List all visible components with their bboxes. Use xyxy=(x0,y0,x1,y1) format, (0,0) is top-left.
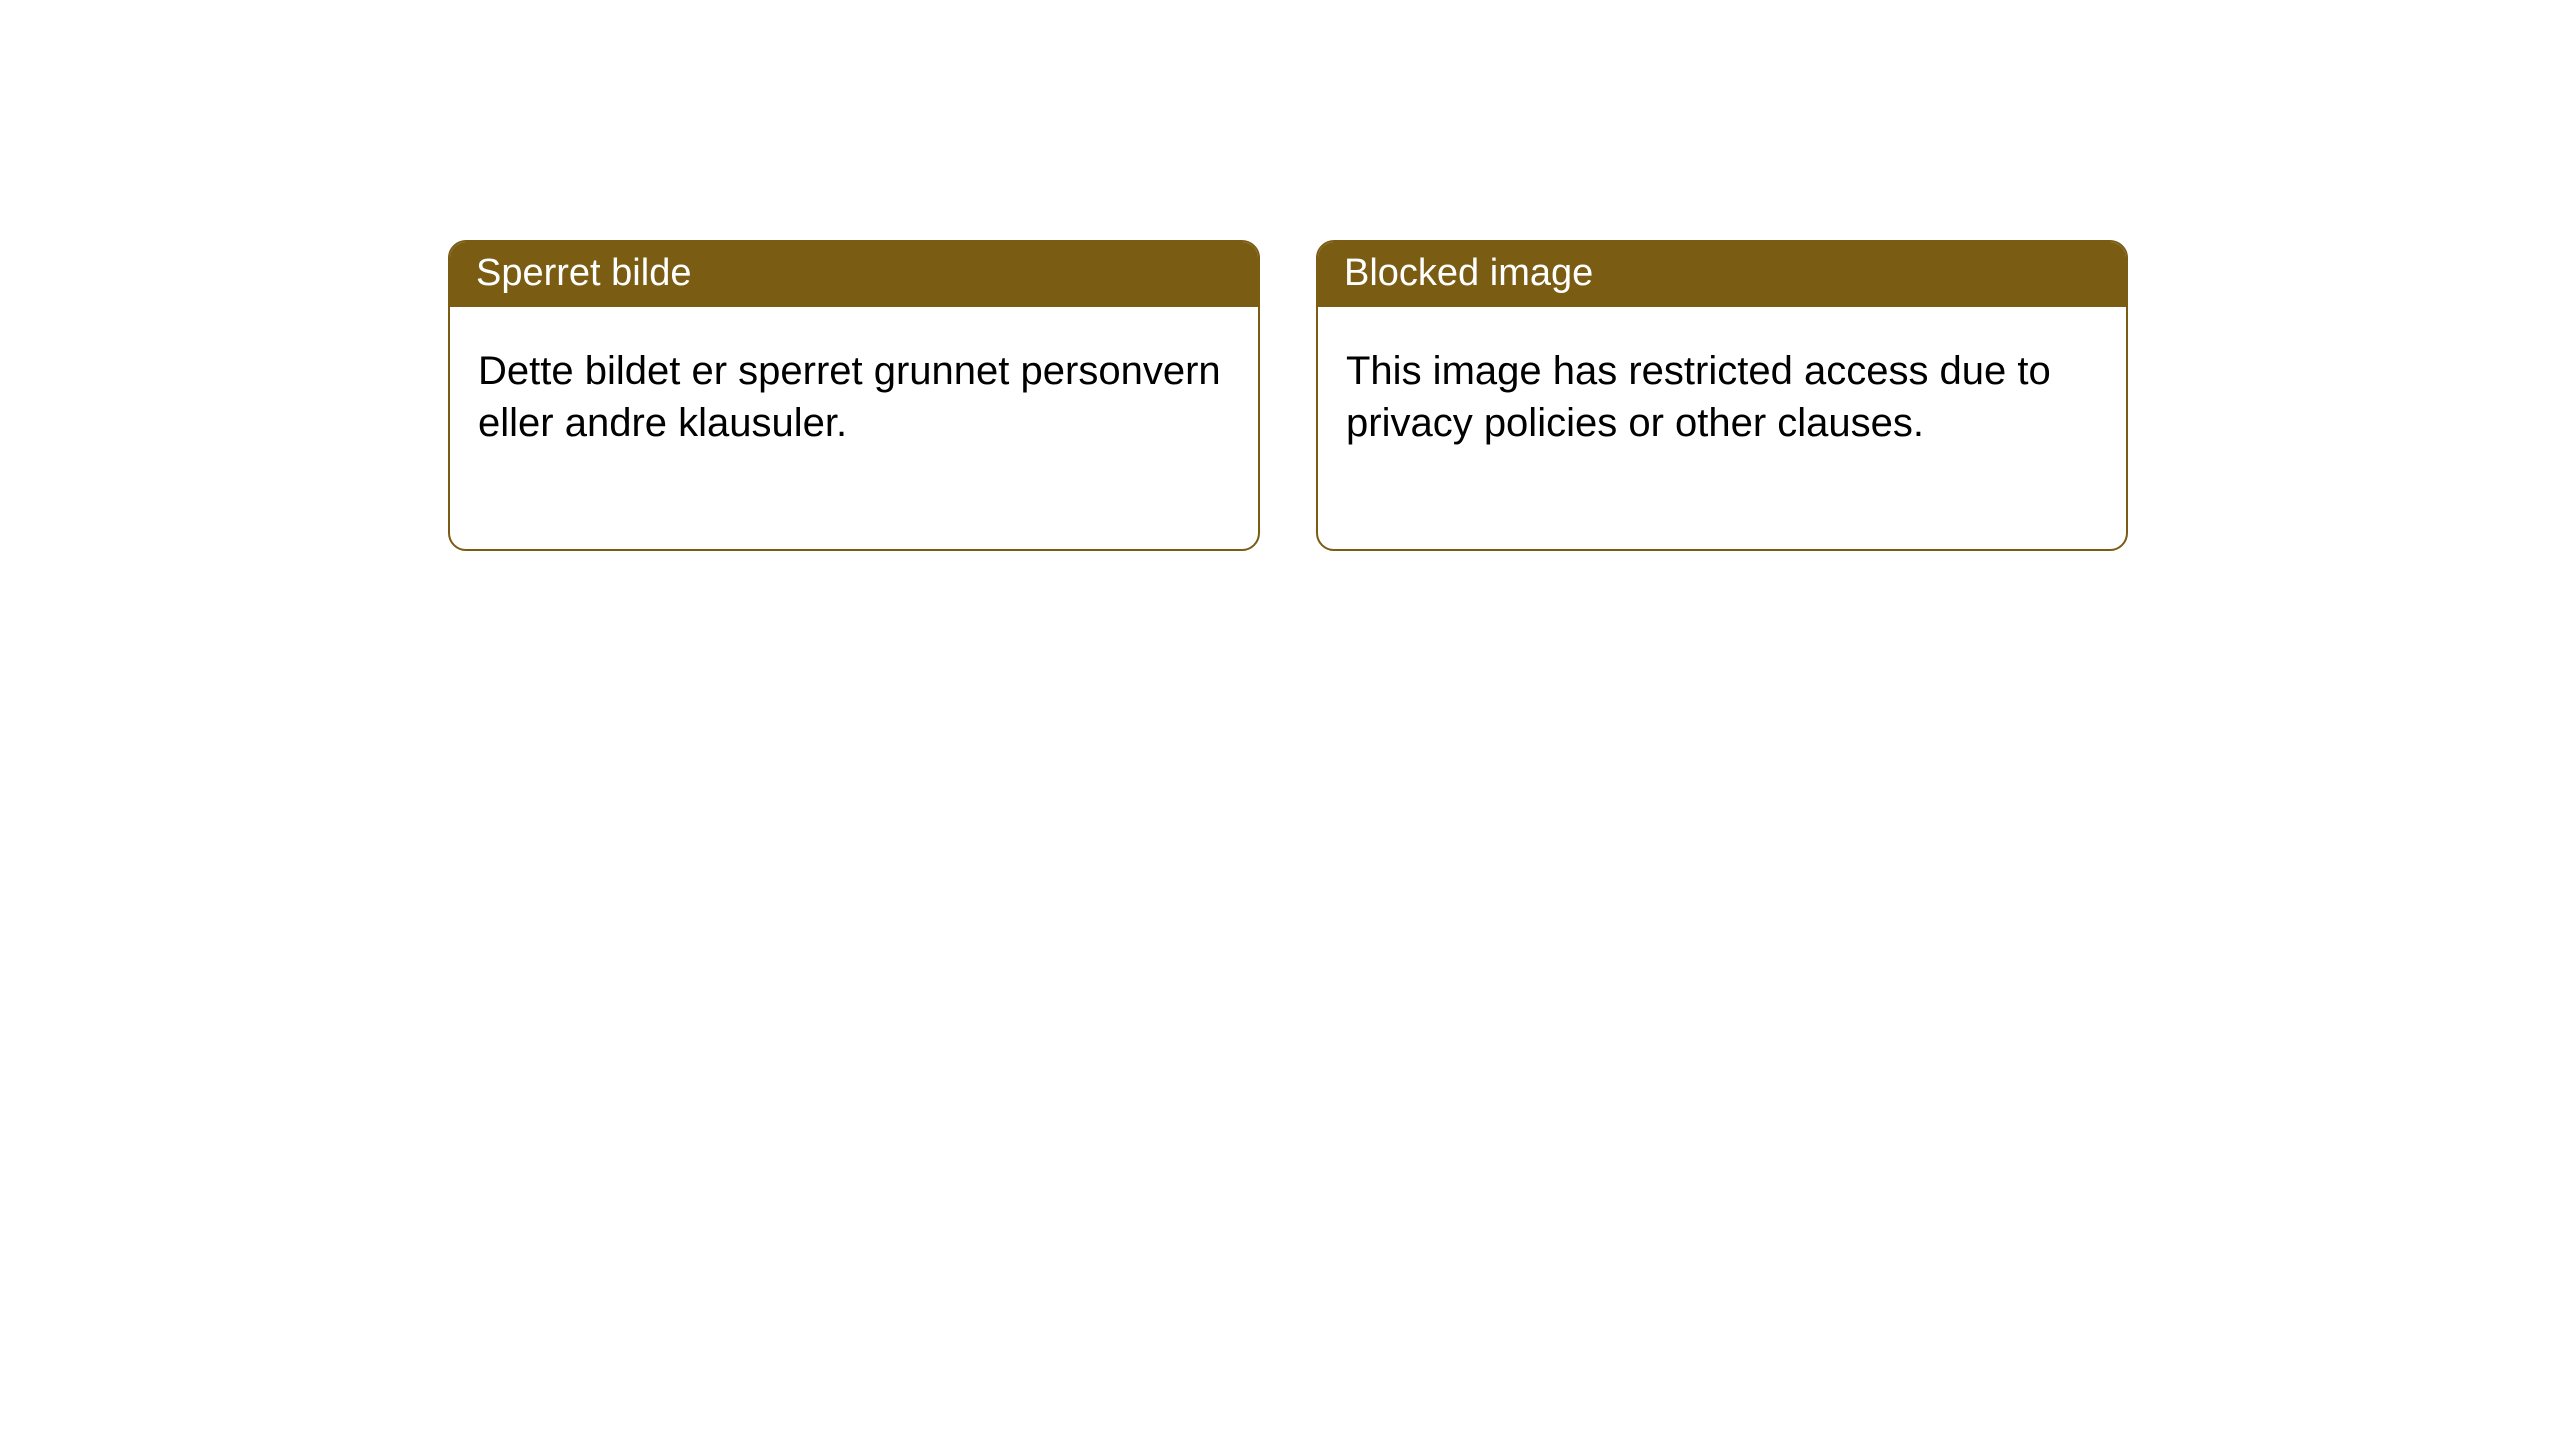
notice-card-title: Sperret bilde xyxy=(450,242,1258,307)
notice-card-body: Dette bildet er sperret grunnet personve… xyxy=(450,307,1258,549)
notice-card-body: This image has restricted access due to … xyxy=(1318,307,2126,549)
notice-card-title: Blocked image xyxy=(1318,242,2126,307)
notice-cards-container: Sperret bilde Dette bildet er sperret gr… xyxy=(0,0,2560,551)
notice-card-english: Blocked image This image has restricted … xyxy=(1316,240,2128,551)
notice-card-norwegian: Sperret bilde Dette bildet er sperret gr… xyxy=(448,240,1260,551)
